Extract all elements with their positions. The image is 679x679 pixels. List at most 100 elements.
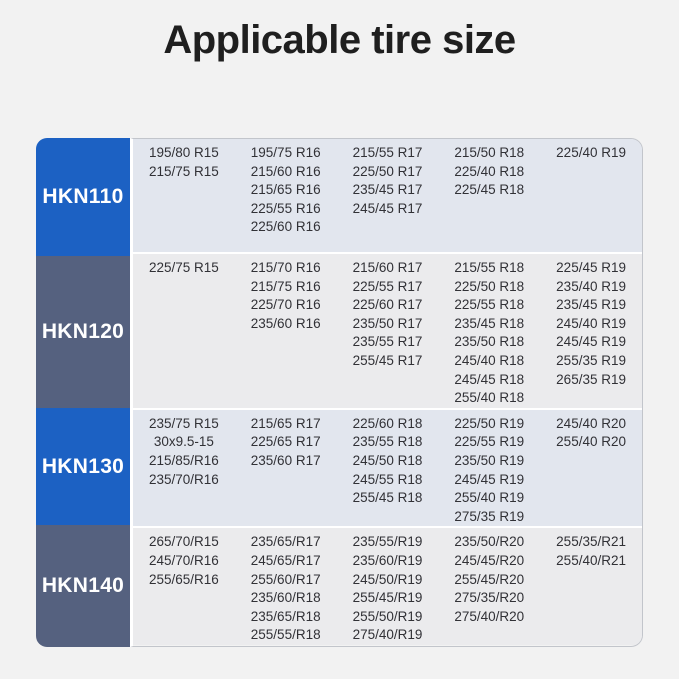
- row-label-hkn120: HKN120: [36, 256, 130, 408]
- tire-size: 225/50 R17: [352, 163, 423, 179]
- tire-size: 245/70/R16: [148, 552, 219, 568]
- tire-size: 235/55 R18: [352, 434, 423, 450]
- tire-size-cell: 225/75 R15: [133, 259, 235, 408]
- tire-size-cell: 195/80 R15 215/75 R15: [133, 144, 235, 252]
- tire-size: 245/55 R18: [352, 471, 423, 487]
- tire-size: 215/75 R16: [250, 278, 321, 294]
- tire-size: 265/35 R19: [556, 371, 626, 387]
- tire-size: 255/55/R18: [250, 627, 321, 643]
- tire-size: 255/40 R20: [556, 434, 626, 450]
- tire-size: 255/50/R19: [352, 608, 423, 624]
- tire-size: 235/50 R18: [454, 334, 525, 350]
- tire-size: 225/50 R19: [454, 415, 525, 431]
- tire-size: 225/40 R19: [556, 145, 626, 160]
- tire-size: 235/60 R16: [250, 315, 321, 331]
- tire-size: 255/35 R19: [556, 352, 626, 368]
- tire-size: 215/65 R17: [250, 415, 321, 431]
- tire-size: 245/45 R19: [454, 471, 525, 487]
- tire-size: 235/60 R17: [250, 452, 321, 468]
- tire-size: 255/65/R16: [148, 571, 219, 587]
- tire-size: 235/45 R18: [454, 315, 525, 331]
- tire-size: 235/50/R20: [454, 534, 525, 550]
- tire-size: 235/65/R17: [250, 534, 321, 550]
- tire-size: 225/70 R16: [250, 297, 321, 313]
- tire-size: 225/55 R17: [352, 278, 423, 294]
- tire-size: 255/40/R21: [556, 552, 626, 568]
- tire-size: 245/65/R17: [250, 552, 321, 568]
- tire-size: 275/35 R19: [454, 508, 525, 524]
- tire-size: 235/50 R19: [454, 452, 525, 468]
- tire-size: 225/65 R17: [250, 434, 321, 450]
- tire-size: 235/55 R17: [352, 334, 423, 350]
- tire-size: 235/60/R18: [250, 590, 321, 606]
- tire-size-body: 195/80 R15 215/75 R15 195/75 R16 215/60 R16…: [130, 138, 643, 647]
- tire-size-row-hkn120: 225/75 R15 215/70 R16 215/75 R16 225/70 R16…: [133, 252, 642, 408]
- tire-size: 225/55 R18: [454, 297, 525, 313]
- tire-size-cell: 195/75 R16 215/60 R16 215/65 R16 225/55 R16…: [235, 144, 337, 252]
- tire-size: 225/55 R16: [250, 200, 321, 216]
- tire-size-table: HKN110 HKN120 HKN130 HKN140 195/80 R15 215/7…: [36, 138, 643, 647]
- tire-size: 245/45 R19: [556, 334, 626, 350]
- tire-size-cell: 215/65 R17 225/65 R17 235/60 R17: [235, 415, 337, 527]
- tire-size-cell: 215/60 R17 225/55 R17 225/60 R17 235/50 R17…: [337, 259, 439, 408]
- tire-size: 235/45 R19: [556, 297, 626, 313]
- tire-size: 225/45 R19: [556, 260, 626, 275]
- tire-size: 255/45/R19: [352, 590, 423, 606]
- tire-size: 255/45 R17: [352, 352, 423, 368]
- tire-size-cell: 215/50 R18 225/40 R18 225/45 R18: [438, 144, 540, 252]
- tire-size: 265/70/R15: [148, 534, 219, 550]
- tire-size: 225/60 R18: [352, 415, 423, 431]
- tire-size-row-hkn140: 265/70/R15 245/70/R16 255/65/R16 235/65/R17…: [133, 526, 642, 645]
- model-label-column: HKN110 HKN120 HKN130 HKN140: [36, 138, 130, 647]
- tire-size: 235/55/R19: [352, 534, 423, 550]
- tire-size: 215/50 R18: [454, 145, 525, 160]
- tire-size-cell: 215/55 R17 225/50 R17 235/45 R17 245/45 R17: [337, 144, 439, 252]
- tire-size: 255/45 R18: [352, 490, 423, 506]
- tire-size: 235/45 R17: [352, 182, 423, 198]
- tire-size: 255/40 R18: [454, 390, 525, 406]
- tire-size: 245/45 R17: [352, 200, 423, 216]
- tire-size: 235/40 R19: [556, 278, 626, 294]
- tire-size: 195/80 R15: [148, 145, 219, 160]
- tire-size-cell: 235/55/R19 235/60/R19 245/50/R19 255/45/R19…: [337, 533, 439, 645]
- tire-size: 255/45/R20: [454, 571, 525, 587]
- tire-size: 225/50 R18: [454, 278, 525, 294]
- tire-size: 225/40 R18: [454, 163, 525, 179]
- tire-size-cell: 245/40 R20 255/40 R20: [540, 415, 642, 527]
- tire-size: 235/65/R18: [250, 608, 321, 624]
- tire-size: 215/75 R15: [148, 163, 219, 179]
- row-label-hkn140: HKN140: [36, 525, 130, 647]
- tire-size: 255/40 R19: [454, 490, 525, 506]
- tire-size: 235/60/R19: [352, 552, 423, 568]
- tire-size: 275/40/R20: [454, 608, 525, 624]
- tire-size-cell: 225/50 R19 225/55 R19 235/50 R19 245/45 R19…: [438, 415, 540, 527]
- tire-size: 225/75 R15: [148, 260, 219, 275]
- tire-size-cell: 215/70 R16 215/75 R16 225/70 R16 235/60 R16: [235, 259, 337, 408]
- tire-size: 215/60 R16: [250, 163, 321, 179]
- tire-size: 245/40 R19: [556, 315, 626, 331]
- tire-size: 245/40 R20: [556, 415, 626, 431]
- tire-size: 30x9.5-15: [153, 434, 214, 450]
- tire-size-cell: 255/35/R21 255/40/R21: [540, 533, 642, 645]
- tire-size-cell: 235/50/R20 245/45/R20 255/45/R20 275/35/R20…: [438, 533, 540, 645]
- tire-size: 245/50 R18: [352, 452, 423, 468]
- tire-size-cell: 225/40 R19: [540, 144, 642, 252]
- tire-size: 255/35/R21: [556, 534, 626, 550]
- tire-size-cell: 215/55 R18 225/50 R18 225/55 R18 235/45 R18…: [438, 259, 540, 408]
- tire-size: 275/40/R19: [352, 627, 423, 643]
- tire-size: 275/35/R20: [454, 590, 525, 606]
- tire-size: 245/45 R18: [454, 371, 525, 387]
- tire-size: 195/75 R16: [250, 145, 321, 160]
- tire-size: 245/45/R20: [454, 552, 525, 568]
- tire-size-cell: 235/75 R15 30x9.5-15 215/85/R16 235/70/R16: [133, 415, 235, 527]
- tire-size: 225/45 R18: [454, 182, 525, 198]
- row-label-hkn130: HKN130: [36, 408, 130, 525]
- tire-size-cell: 225/60 R18 235/55 R18 245/50 R18 245/55 R18…: [337, 415, 439, 527]
- tire-size: 245/40 R18: [454, 352, 525, 368]
- tire-size-cell: 265/70/R15 245/70/R16 255/65/R16: [133, 533, 235, 645]
- tire-size: 215/85/R16: [148, 452, 219, 468]
- tire-size: 215/70 R16: [250, 260, 321, 275]
- tire-size: 215/55 R18: [454, 260, 525, 275]
- tire-size-row-hkn110: 195/80 R15 215/75 R15 195/75 R16 215/60 R16…: [133, 139, 642, 252]
- tire-size: 245/50/R19: [352, 571, 423, 587]
